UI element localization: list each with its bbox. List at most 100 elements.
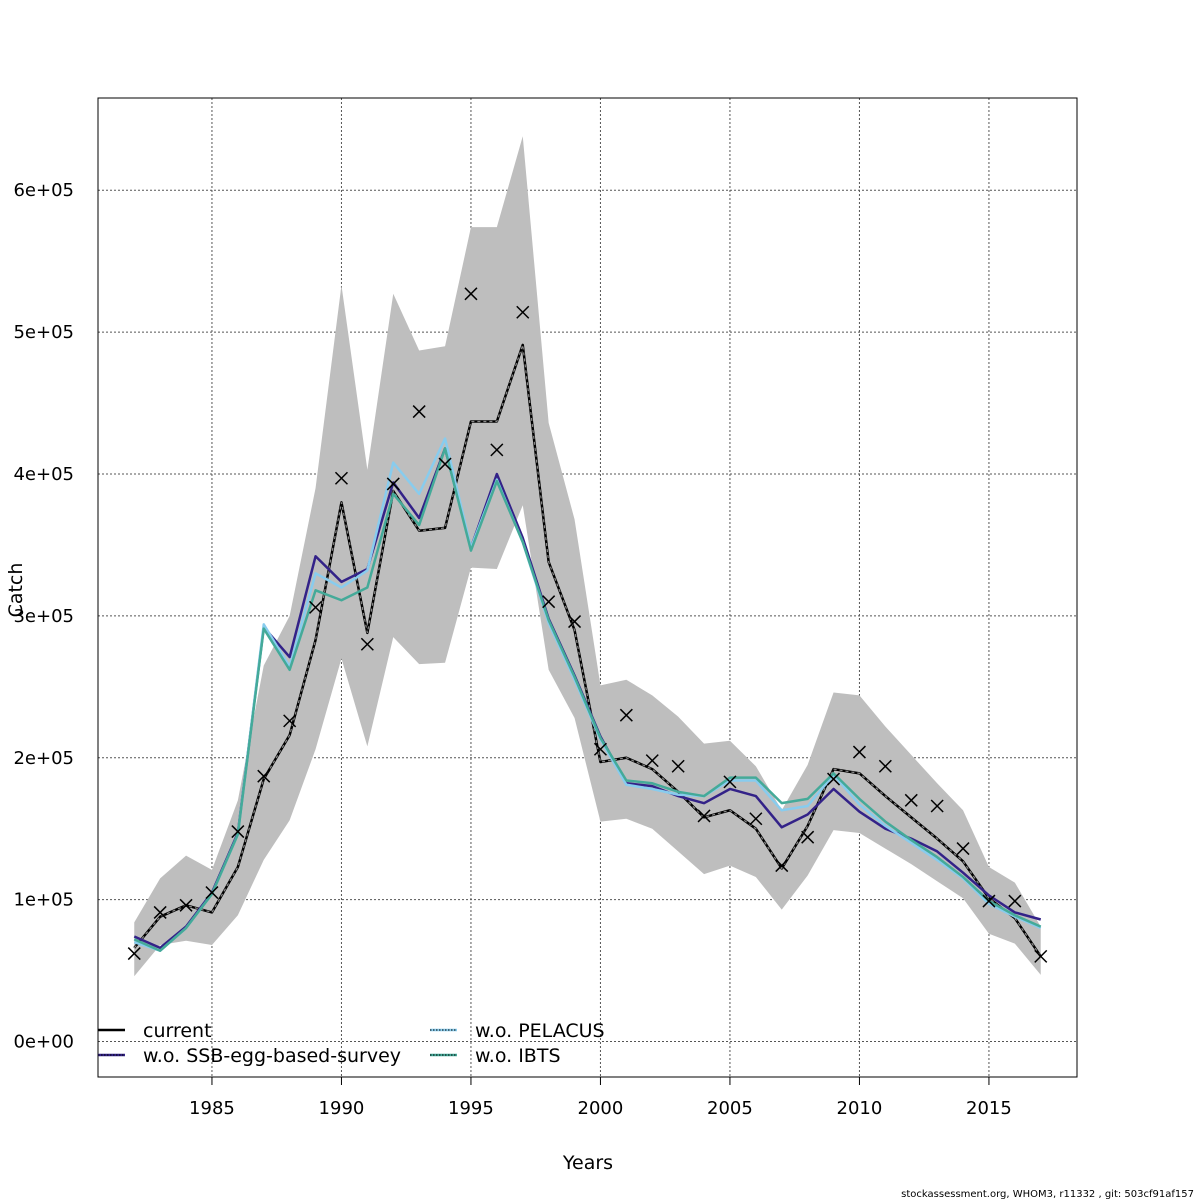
observed-point	[205, 886, 219, 900]
legend-label: current	[143, 1020, 212, 1042]
observed-point-stroke	[956, 842, 970, 856]
y-axis: 0e+00 1e+05 2e+05 3e+05 4e+05 5e+05 6e+05	[13, 180, 74, 1052]
observed-point	[956, 842, 970, 856]
observed-point-stroke	[490, 443, 504, 457]
observed-point-stroke	[593, 742, 607, 756]
observed-point	[645, 754, 659, 768]
x-tick-label: 1995	[448, 1098, 494, 1119]
observed-point	[309, 600, 323, 614]
observed-point-stroke	[878, 759, 892, 773]
x-axis: 1985 1990 1995 2000 2005 2010 2015	[189, 1077, 1012, 1119]
observed-point-stroke	[723, 775, 737, 789]
series-line-w-o-ibts	[133, 447, 1042, 952]
observed-point-stroke	[749, 812, 763, 826]
observed-point-stroke	[153, 905, 167, 919]
observed-point-stroke	[412, 405, 426, 419]
x-tick-label: 2015	[966, 1098, 1012, 1119]
observed-point	[153, 905, 167, 919]
observed-point-stroke	[568, 615, 582, 629]
observed-point-stroke	[334, 471, 348, 485]
observed-point-stroke	[231, 825, 245, 839]
observed-point-stroke	[360, 637, 374, 651]
confidence-band	[134, 136, 1041, 977]
y-tick-label: 5e+05	[13, 322, 74, 343]
observed-point-stroke	[697, 809, 711, 823]
observed-point	[179, 898, 193, 912]
x-tick-label: 1990	[319, 1098, 365, 1119]
observed-point	[257, 769, 271, 783]
grid	[98, 98, 1077, 1077]
observed-point	[1034, 949, 1048, 963]
observed-point	[697, 809, 711, 823]
legend-label: w.o. IBTS	[475, 1045, 561, 1067]
y-tick-label: 3e+05	[13, 606, 74, 627]
footer-text: stockassessment.org, WHOM3, r11332 , git…	[901, 1189, 1194, 1200]
observed-point-stroke	[283, 714, 297, 728]
observed-points	[127, 287, 1048, 963]
observed-point-stroke	[671, 759, 685, 773]
observed-point-stroke	[386, 477, 400, 491]
observed-point	[827, 772, 841, 786]
observed-point	[334, 471, 348, 485]
x-tick-label: 1985	[189, 1098, 235, 1119]
y-tick-label: 2e+05	[13, 748, 74, 769]
observed-point	[412, 405, 426, 419]
observed-point-stroke	[645, 754, 659, 768]
observed-point-stroke	[464, 287, 478, 301]
y-tick-label: 6e+05	[13, 180, 74, 201]
observed-point	[542, 595, 556, 609]
observed-point	[723, 775, 737, 789]
confidence-band-area	[134, 136, 1041, 977]
observed-point	[438, 457, 452, 471]
y-tick-label: 0e+00	[13, 1032, 74, 1053]
observed-point	[360, 637, 374, 651]
observed-point	[283, 714, 297, 728]
observed-point	[878, 759, 892, 773]
observed-point	[671, 759, 685, 773]
observed-point-stroke	[205, 886, 219, 900]
observed-point-stroke	[930, 799, 944, 813]
observed-point	[775, 859, 789, 873]
observed-point	[904, 793, 918, 807]
observed-point	[127, 947, 141, 961]
series-line-current-dash	[133, 344, 1042, 957]
observed-point-stroke	[257, 769, 271, 783]
observed-point-stroke	[904, 793, 918, 807]
observed-point-stroke	[827, 772, 841, 786]
legend-item: current	[98, 1020, 212, 1042]
y-tick-label: 4e+05	[13, 464, 74, 485]
observed-point-stroke	[309, 600, 323, 614]
observed-point-stroke	[179, 898, 193, 912]
observed-point	[386, 477, 400, 491]
observed-point	[749, 812, 763, 826]
observed-point-stroke	[1034, 949, 1048, 963]
legend-item: w.o. PELACUS	[430, 1020, 605, 1042]
y-tick-label: 1e+05	[13, 890, 74, 911]
series-lines	[133, 343, 1042, 958]
observed-point	[464, 287, 478, 301]
observed-point-stroke	[775, 859, 789, 873]
x-tick-label: 2005	[707, 1098, 753, 1119]
observed-point-stroke	[619, 708, 633, 722]
x-axis-label: Years	[562, 1152, 613, 1174]
observed-point	[231, 825, 245, 839]
legend-item: w.o. IBTS	[430, 1045, 561, 1067]
observed-point	[593, 742, 607, 756]
legend: current w.o. SSB-egg-based-survey w.o. PEL…	[98, 1020, 605, 1067]
observed-point-stroke	[516, 305, 530, 319]
observed-point	[801, 830, 815, 844]
observed-point	[568, 615, 582, 629]
legend-item: w.o. SSB-egg-based-survey	[98, 1045, 401, 1067]
observed-point	[982, 894, 996, 908]
plot-frame	[97, 97, 1078, 1078]
observed-point-stroke	[542, 595, 556, 609]
observed-point-stroke	[127, 947, 141, 961]
legend-label: w.o. SSB-egg-based-survey	[143, 1045, 401, 1067]
observed-point-stroke	[438, 457, 452, 471]
observed-point	[619, 708, 633, 722]
legend-label: w.o. PELACUS	[475, 1020, 605, 1042]
y-axis-label: Catch	[5, 563, 27, 618]
x-tick-label: 2000	[578, 1098, 624, 1119]
observed-point	[852, 745, 866, 759]
